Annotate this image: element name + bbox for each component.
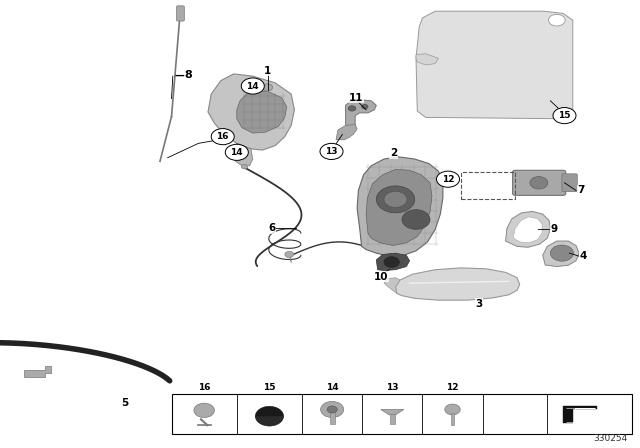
Text: 14: 14 (246, 82, 259, 90)
Polygon shape (24, 366, 51, 377)
Circle shape (241, 78, 264, 94)
Circle shape (211, 129, 234, 145)
FancyBboxPatch shape (562, 174, 577, 192)
Circle shape (194, 403, 214, 418)
Text: 13: 13 (325, 147, 338, 156)
Text: 12: 12 (442, 175, 454, 184)
Circle shape (321, 401, 344, 418)
Polygon shape (513, 217, 542, 243)
Polygon shape (336, 125, 357, 140)
Circle shape (362, 104, 368, 109)
Circle shape (285, 251, 294, 258)
Circle shape (530, 177, 548, 189)
Text: 14: 14 (230, 148, 243, 157)
Bar (330, 411, 335, 424)
Circle shape (262, 84, 273, 91)
Text: 15: 15 (558, 111, 571, 120)
Circle shape (384, 191, 407, 207)
Circle shape (225, 144, 248, 160)
Polygon shape (376, 253, 410, 271)
Circle shape (376, 186, 415, 213)
Bar (172, 394, 632, 434)
Polygon shape (208, 74, 294, 150)
Text: 330254: 330254 (593, 434, 627, 443)
Polygon shape (357, 157, 443, 256)
Text: 4: 4 (580, 251, 588, 261)
Polygon shape (346, 99, 376, 125)
Circle shape (241, 164, 248, 169)
Polygon shape (366, 169, 432, 246)
FancyBboxPatch shape (513, 170, 566, 195)
Circle shape (348, 106, 356, 111)
Polygon shape (506, 211, 550, 247)
Text: 2: 2 (390, 148, 397, 158)
Circle shape (550, 245, 573, 261)
FancyBboxPatch shape (177, 6, 184, 21)
Circle shape (445, 404, 460, 415)
Text: 8: 8 (184, 70, 192, 80)
Circle shape (384, 257, 399, 267)
Text: 5: 5 (121, 398, 129, 408)
Text: —: — (174, 70, 184, 80)
Text: 6: 6 (268, 224, 276, 233)
Polygon shape (563, 406, 597, 423)
Polygon shape (416, 54, 438, 65)
Circle shape (553, 108, 576, 124)
Text: 1: 1 (264, 66, 271, 76)
Polygon shape (416, 11, 573, 119)
Polygon shape (396, 268, 520, 300)
Polygon shape (384, 278, 400, 293)
Text: 16: 16 (198, 383, 211, 392)
Bar (390, 414, 395, 424)
Circle shape (548, 14, 565, 26)
Text: 12: 12 (446, 383, 459, 392)
Text: 11: 11 (349, 93, 363, 103)
Text: 9: 9 (550, 224, 558, 234)
Text: 14: 14 (326, 383, 339, 392)
Polygon shape (234, 143, 253, 166)
Circle shape (436, 171, 460, 187)
Bar (451, 413, 454, 425)
Text: 3: 3 (475, 299, 483, 309)
Text: 7: 7 (577, 185, 585, 195)
Wedge shape (255, 416, 284, 426)
Circle shape (327, 406, 337, 413)
Text: 15: 15 (263, 383, 276, 392)
Polygon shape (381, 409, 404, 415)
Circle shape (320, 143, 343, 159)
Bar (461, 172, 515, 199)
Polygon shape (237, 90, 287, 133)
Wedge shape (255, 406, 284, 416)
Text: 10: 10 (374, 272, 388, 282)
Circle shape (402, 210, 430, 229)
Polygon shape (543, 241, 579, 267)
Text: 13: 13 (386, 383, 399, 392)
Text: 16: 16 (216, 132, 229, 141)
